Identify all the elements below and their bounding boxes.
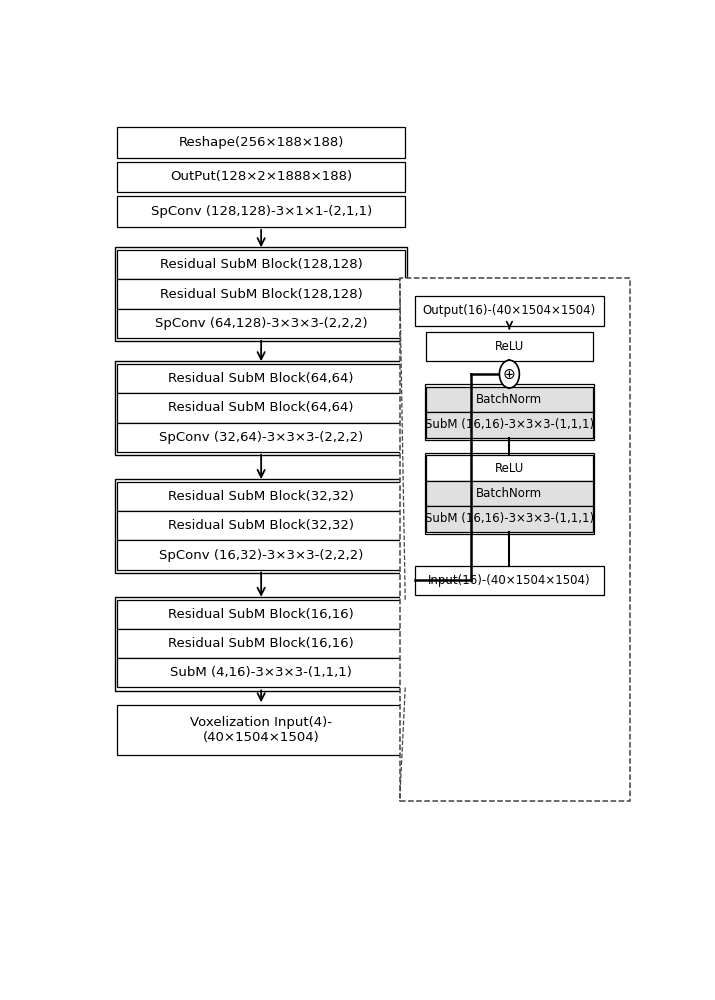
Text: Voxelization Input(4)-
(40×1504×1504): Voxelization Input(4)- (40×1504×1504) bbox=[190, 716, 332, 744]
Bar bbox=[426, 506, 593, 532]
Bar bbox=[426, 455, 593, 481]
Bar bbox=[426, 387, 593, 412]
Bar bbox=[426, 481, 593, 506]
Bar bbox=[415, 296, 603, 326]
Bar bbox=[117, 658, 405, 687]
Bar bbox=[115, 479, 408, 573]
Circle shape bbox=[499, 360, 519, 388]
Text: BatchNorm: BatchNorm bbox=[476, 393, 543, 406]
Text: Residual SubM Block(16,16): Residual SubM Block(16,16) bbox=[168, 608, 354, 621]
Bar bbox=[117, 393, 405, 423]
Bar bbox=[425, 384, 594, 440]
Text: SpConv (128,128)-3×1×1-(2,1,1): SpConv (128,128)-3×1×1-(2,1,1) bbox=[151, 205, 372, 218]
Bar bbox=[426, 412, 593, 438]
Bar bbox=[117, 423, 405, 452]
Text: BatchNorm: BatchNorm bbox=[476, 487, 543, 500]
Bar bbox=[415, 566, 603, 595]
Text: ReLU: ReLU bbox=[495, 462, 524, 475]
Text: Reshape(256×188×188): Reshape(256×188×188) bbox=[179, 136, 344, 149]
Bar bbox=[117, 600, 405, 629]
Text: SubM (16,16)-3×3×3-(1,1,1): SubM (16,16)-3×3×3-(1,1,1) bbox=[425, 418, 594, 431]
Bar bbox=[117, 250, 405, 279]
Bar bbox=[115, 247, 408, 341]
Text: ReLU: ReLU bbox=[495, 340, 524, 353]
Text: Output(16)-(40×1504×1504): Output(16)-(40×1504×1504) bbox=[423, 304, 596, 317]
Bar bbox=[426, 332, 593, 361]
Bar bbox=[117, 127, 405, 158]
Bar bbox=[115, 361, 408, 455]
Text: Residual SubM Block(16,16): Residual SubM Block(16,16) bbox=[168, 637, 354, 650]
Bar bbox=[117, 279, 405, 309]
Bar bbox=[117, 309, 405, 338]
Text: Residual SubM Block(64,64): Residual SubM Block(64,64) bbox=[169, 372, 354, 385]
Text: ⊕: ⊕ bbox=[503, 367, 516, 382]
Text: Residual SubM Block(32,32): Residual SubM Block(32,32) bbox=[168, 519, 354, 532]
Text: Input(16)-(40×1504×1504): Input(16)-(40×1504×1504) bbox=[428, 574, 591, 587]
Bar bbox=[117, 364, 405, 393]
Bar bbox=[117, 511, 405, 540]
Text: SubM (4,16)-3×3×3-(1,1,1): SubM (4,16)-3×3×3-(1,1,1) bbox=[170, 666, 352, 679]
Bar bbox=[425, 453, 594, 534]
Text: OutPut(128×2×1888×188): OutPut(128×2×1888×188) bbox=[170, 170, 352, 183]
Bar bbox=[117, 705, 405, 755]
Bar bbox=[115, 597, 408, 691]
Bar bbox=[117, 196, 405, 227]
Bar bbox=[117, 482, 405, 511]
Text: SubM (16,16)-3×3×3-(1,1,1): SubM (16,16)-3×3×3-(1,1,1) bbox=[425, 512, 594, 525]
Text: Residual SubM Block(64,64): Residual SubM Block(64,64) bbox=[169, 401, 354, 414]
Text: Residual SubM Block(32,32): Residual SubM Block(32,32) bbox=[168, 490, 354, 503]
Text: SpConv (32,64)-3×3×3-(2,2,2): SpConv (32,64)-3×3×3-(2,2,2) bbox=[159, 431, 363, 444]
Text: Residual SubM Block(128,128): Residual SubM Block(128,128) bbox=[159, 288, 363, 301]
Bar bbox=[117, 629, 405, 658]
Bar bbox=[400, 278, 630, 801]
Bar bbox=[117, 540, 405, 570]
Bar bbox=[117, 162, 405, 192]
Text: SpConv (64,128)-3×3×3-(2,2,2): SpConv (64,128)-3×3×3-(2,2,2) bbox=[155, 317, 368, 330]
Text: Residual SubM Block(128,128): Residual SubM Block(128,128) bbox=[159, 258, 363, 271]
Text: SpConv (16,32)-3×3×3-(2,2,2): SpConv (16,32)-3×3×3-(2,2,2) bbox=[159, 549, 363, 562]
